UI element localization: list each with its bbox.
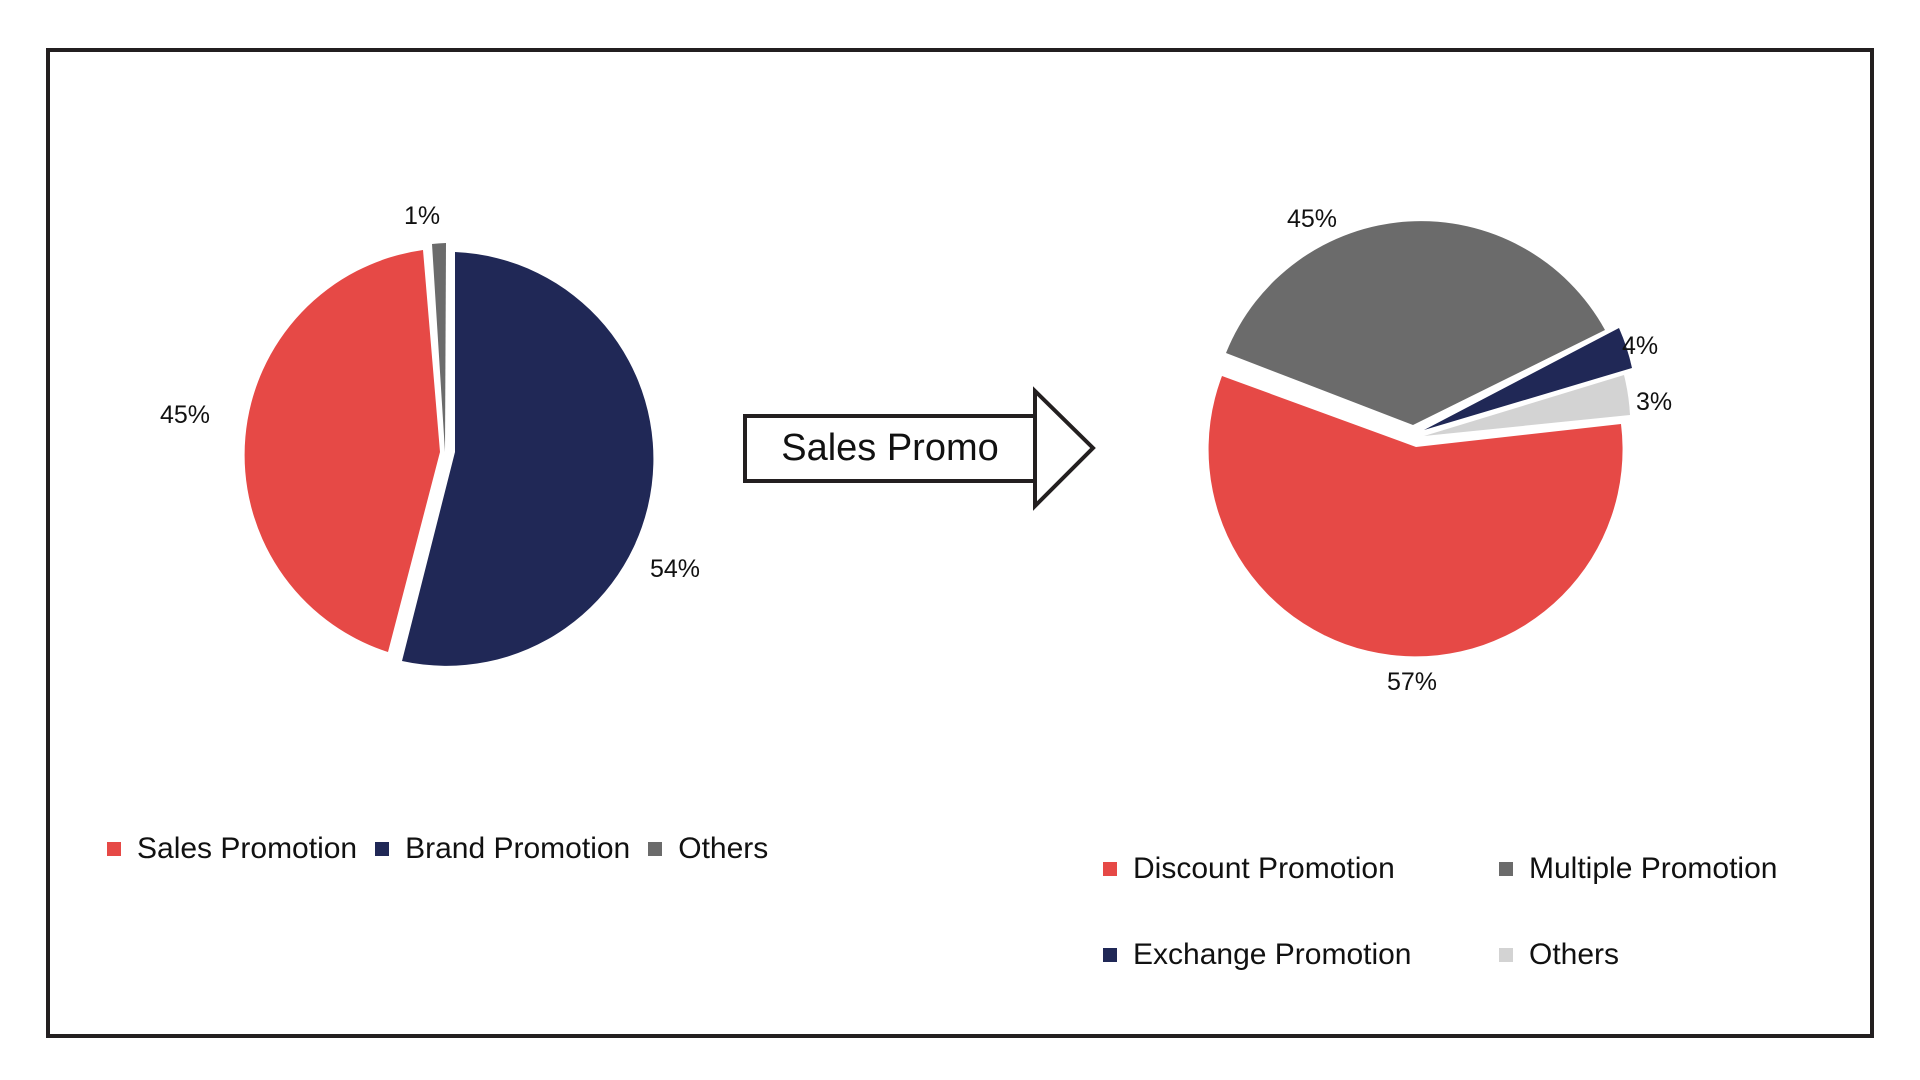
legend-label: Sales Promotion: [137, 832, 358, 865]
right-pie: [1208, 221, 1632, 657]
legend-item-others[interactable]: Others: [648, 832, 768, 866]
slice-discount-promotion[interactable]: [1208, 376, 1623, 657]
slice-brand-promotion[interactable]: [402, 252, 654, 666]
label-sales-promotion-pct: 45%: [160, 401, 211, 429]
slice-exchange-promotion[interactable]: [1424, 328, 1632, 430]
label-others-right-pct: 3%: [1636, 388, 1673, 416]
left-legend: Sales Promotion Brand Promotion Others: [107, 832, 786, 866]
swatch-icon: [375, 842, 390, 856]
slice-others-right[interactable]: [1424, 375, 1630, 436]
legend-item-sales-promotion[interactable]: Sales Promotion: [107, 832, 357, 866]
legend-label: Exchange Promotion: [1133, 938, 1412, 971]
legend-item-exchange-promotion[interactable]: Exchange Promotion: [1103, 938, 1499, 972]
legend-label: Brand Promotion: [405, 832, 631, 865]
legend-item-discount-promotion[interactable]: Discount Promotion: [1103, 852, 1499, 886]
sales-promo-label: Sales Promo: [781, 426, 999, 469]
left-pie: [244, 243, 654, 666]
swatch-icon: [1499, 948, 1513, 962]
swatch-icon: [1103, 862, 1117, 876]
sales-promo-arrow: [743, 386, 1096, 511]
label-brand-promotion-pct: 54%: [650, 555, 701, 583]
legend-label: Others: [678, 832, 769, 865]
chart-frame: [46, 48, 1874, 1038]
legend-label: Others: [1529, 938, 1620, 971]
right-legend: Discount Promotion Multiple Promotion Ex…: [1103, 852, 1799, 972]
label-multiple-promotion-pct: 45%: [1287, 205, 1338, 233]
slice-others[interactable]: [432, 243, 446, 452]
swatch-icon: [1499, 862, 1513, 876]
swatch-icon: [648, 842, 663, 856]
legend-label: Multiple Promotion: [1529, 852, 1778, 885]
label-exchange-promotion-pct: 4%: [1622, 332, 1659, 360]
legend-label: Discount Promotion: [1133, 852, 1395, 885]
label-others-pct: 1%: [404, 202, 441, 230]
legend-item-multiple-promotion[interactable]: Multiple Promotion: [1499, 852, 1799, 886]
label-discount-promotion-pct: 57%: [1387, 668, 1438, 696]
legend-item-others-right[interactable]: Others: [1499, 938, 1799, 972]
slice-sales-promotion[interactable]: [244, 250, 440, 652]
swatch-icon: [107, 842, 121, 856]
legend-item-brand-promotion[interactable]: Brand Promotion: [375, 832, 630, 866]
swatch-icon: [1103, 948, 1117, 962]
slice-multiple-promotion[interactable]: [1226, 221, 1605, 425]
